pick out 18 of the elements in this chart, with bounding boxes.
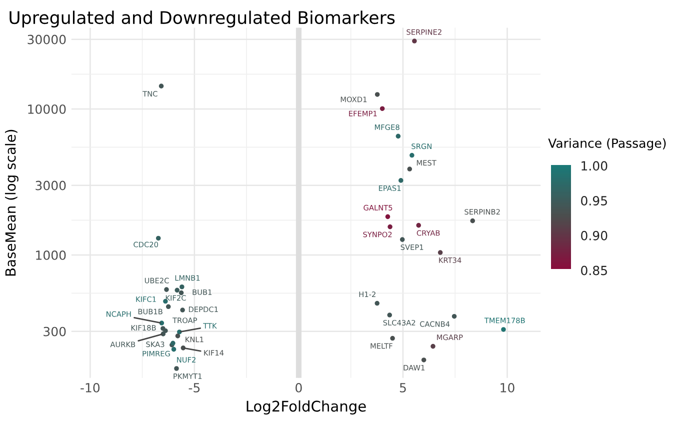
color-bar-label: 0.90 (581, 230, 608, 240)
x-tick-label: -10 (80, 382, 100, 392)
y-tick-label: 30000 (28, 34, 66, 44)
x-tick-label: -5 (188, 383, 200, 392)
y-axis-title: BaseMean (log scale) (5, 130, 18, 276)
color-bar-label: 1.00 (582, 161, 608, 171)
chart-title: Upregulated and Downregulated Biomarkers (10, 10, 395, 28)
x-tick-label: 10 (500, 382, 514, 392)
x-tick-label: 5 (400, 383, 406, 392)
color-bar-label: 0.95 (581, 196, 607, 206)
color-bar-title: Variance (Passage) (548, 138, 666, 150)
y-tick-label: 300 (44, 326, 66, 336)
color-bar-label: 0.85 (581, 266, 607, 276)
y-tick-label: 3000 (36, 180, 66, 190)
x-axis-title: Log2FoldChange (246, 400, 366, 415)
x-tick-label: 0 (296, 382, 302, 392)
y-tick-label: 1000 (36, 250, 66, 260)
y-tick-label: 10000 (28, 104, 66, 114)
